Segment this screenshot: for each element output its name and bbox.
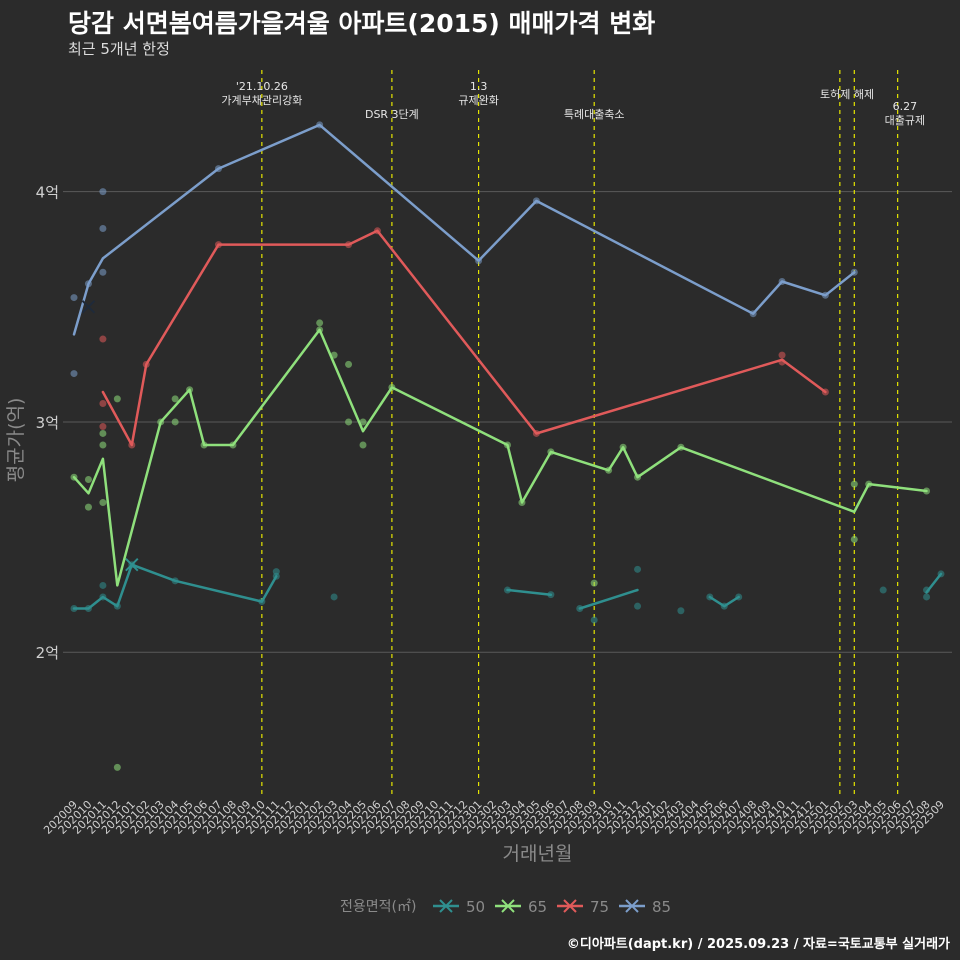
y-tick-label: 3억 — [36, 414, 59, 432]
legend-key-cross — [501, 899, 515, 913]
event-label: 규제완화 — [458, 94, 498, 107]
data-point-85 — [99, 188, 107, 196]
event-label: 토허제 해제 — [820, 87, 874, 101]
data-point-85 — [99, 225, 107, 233]
y-tick-label: 2억 — [36, 644, 59, 662]
series-line-50 — [925, 572, 943, 594]
data-point-85 — [70, 294, 78, 302]
event-label: 대출규제 — [885, 114, 925, 127]
legend-item-85: 85 — [619, 898, 671, 916]
event-label: 가계부채관리강화 — [221, 94, 302, 107]
event-label: 1.3 — [470, 80, 488, 93]
data-point-65 — [171, 395, 179, 403]
data-point-65 — [316, 319, 324, 327]
data-point-75 — [99, 423, 107, 431]
data-point-65 — [84, 503, 92, 511]
cross-marker-50 — [125, 558, 139, 572]
legend-title: 전용면적(㎡) — [340, 899, 416, 915]
data-point-85 — [99, 268, 107, 276]
data-point-50 — [634, 602, 642, 610]
data-point-65 — [113, 763, 121, 771]
legend-key-cross — [563, 899, 577, 913]
series-line-85 — [72, 123, 856, 336]
legend-label: 65 — [528, 898, 547, 916]
data-point-65 — [171, 418, 179, 426]
event-label: 6.27 — [893, 100, 918, 113]
data-point-65 — [590, 579, 598, 587]
series-line-65 — [72, 328, 928, 587]
series-line-50 — [506, 588, 553, 596]
legend-item-50: 50 — [433, 898, 485, 916]
cross-marker-85 — [81, 300, 96, 314]
data-point-50 — [923, 593, 931, 601]
data-point-85 — [70, 370, 78, 378]
legend-item-75: 75 — [557, 898, 609, 916]
data-point-65 — [84, 476, 92, 484]
series-line-50 — [708, 595, 740, 608]
legend-label: 75 — [590, 898, 609, 916]
series-line-75 — [101, 229, 827, 447]
data-point-75 — [99, 335, 107, 343]
data-point-50 — [677, 607, 685, 615]
y-tick-label: 4억 — [36, 184, 59, 202]
data-point-50 — [99, 581, 107, 589]
data-point-65 — [850, 535, 858, 543]
event-label: '21.10.26 — [236, 80, 288, 93]
series-line-50 — [72, 563, 278, 610]
source-caption: ©디아파트(dapt.kr) / 2025.09.23 / 자료=국토교통부 실… — [566, 937, 950, 952]
data-point-50 — [272, 568, 280, 576]
data-point-65 — [359, 418, 367, 426]
event-label: DSR 3단계 — [365, 108, 419, 121]
data-point-50 — [330, 593, 338, 601]
data-point-75 — [99, 400, 107, 408]
data-point-65 — [113, 395, 121, 403]
chart-title: 당감 서면봄여름가을겨울 아파트(2015) 매매가격 변화 — [68, 9, 656, 38]
data-point-50 — [879, 586, 887, 594]
data-point-65 — [345, 360, 353, 368]
data-point-65 — [99, 441, 107, 449]
legend-label: 50 — [466, 898, 485, 916]
data-point-65 — [850, 480, 858, 488]
x-axis-title: 거래년월 — [503, 843, 573, 865]
event-label: 특례대출축소 — [564, 108, 625, 121]
legend-key-cross — [625, 899, 639, 913]
legend-item-65: 65 — [495, 898, 547, 916]
data-point-75 — [778, 351, 786, 359]
legend-label: 85 — [652, 898, 671, 916]
data-point-65 — [99, 429, 107, 437]
data-point-50 — [590, 616, 598, 624]
data-point-65 — [345, 418, 353, 426]
chart-subtitle: 최근 5개년 한정 — [68, 40, 170, 58]
legend-key-cross — [439, 899, 453, 913]
data-point-65 — [359, 441, 367, 449]
y-axis-title: 평균가(억) — [5, 398, 27, 483]
data-point-65 — [99, 499, 107, 507]
data-point-50 — [634, 565, 642, 573]
series-line-50 — [578, 588, 639, 610]
